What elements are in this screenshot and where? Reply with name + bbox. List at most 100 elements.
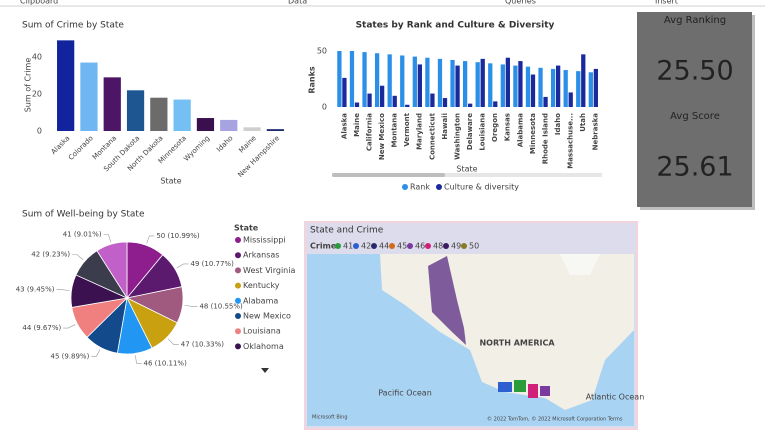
x-tick-label: Maryland — [416, 113, 424, 150]
legend-dot — [235, 297, 241, 304]
bar — [173, 99, 191, 131]
x-tick-label: Connecticut — [428, 112, 436, 160]
ribbon-label[interactable]: Insert — [655, 0, 678, 6]
data-label: 44 (9.67%) — [22, 324, 61, 332]
legend-dot — [461, 243, 467, 249]
x-tick-label: Nebraska — [592, 113, 600, 151]
legend-dot — [371, 243, 377, 249]
x-tick-label: Kansas — [504, 113, 512, 141]
leader-line — [72, 254, 84, 261]
bar — [550, 68, 556, 107]
map-region — [428, 256, 466, 345]
bar — [380, 85, 385, 107]
bar — [475, 62, 480, 107]
ribbon-label[interactable]: Clipboard — [20, 0, 58, 6]
x-tick-label: Montana — [391, 113, 399, 148]
scrollbar-thumb[interactable] — [332, 173, 445, 177]
legend-label: 46 — [415, 242, 425, 251]
bar — [405, 104, 410, 107]
card-panel[interactable] — [637, 12, 752, 207]
leader-line — [135, 355, 142, 364]
map-region — [528, 384, 538, 398]
legend-dot — [436, 184, 442, 190]
bar — [150, 97, 168, 131]
bar — [103, 77, 121, 131]
legend-dot — [335, 243, 341, 249]
data-label: 42 (9.23%) — [31, 251, 70, 259]
legend-title: State — [234, 224, 259, 233]
x-tick-label: Hawaii — [441, 113, 449, 140]
x-tick-label: Delaware — [466, 113, 474, 150]
bar — [455, 65, 460, 107]
bar — [543, 96, 548, 107]
map-region — [514, 380, 526, 392]
data-label: 43 (9.45%) — [16, 286, 55, 294]
x-tick-label: Alabama — [516, 113, 524, 148]
bar — [266, 129, 284, 131]
legend-dot — [402, 184, 408, 190]
bar — [80, 62, 98, 131]
legend-label: 50 — [469, 242, 479, 251]
map-region — [498, 382, 512, 392]
bar — [576, 71, 581, 107]
legend-label: Kentucky — [243, 281, 280, 290]
leader-line — [167, 338, 179, 345]
leader-line — [176, 263, 189, 269]
map-attribution: Microsoft Bing — [312, 415, 348, 421]
data-label: 47 (10.33%) — [181, 341, 225, 349]
legend-dot — [443, 243, 449, 249]
map-land — [560, 254, 600, 275]
leader-line — [184, 305, 198, 307]
map-region — [540, 386, 550, 396]
x-tick-label: New Mexico — [378, 113, 386, 160]
bar — [412, 56, 417, 107]
legend-label: 42 — [361, 242, 371, 251]
x-tick-label: Rhode Island — [541, 113, 549, 164]
legend-dot — [235, 282, 241, 289]
bar — [563, 70, 568, 107]
ribbon-label[interactable]: Queries — [505, 0, 536, 6]
legend-label: 49 — [451, 242, 461, 251]
bar — [387, 54, 392, 107]
ribbon-label[interactable]: Data — [288, 0, 307, 6]
bar — [337, 51, 342, 107]
bar — [342, 77, 347, 107]
bar — [530, 74, 536, 107]
legend-label: West Virginia — [243, 266, 295, 275]
x-tick-label: Alaska — [340, 113, 348, 139]
x-tick-label: Vermont — [403, 112, 411, 146]
legend-label: 41 — [343, 242, 353, 251]
bar — [437, 58, 443, 107]
card-value: 25.50 — [656, 56, 733, 87]
bar — [588, 72, 593, 107]
bar — [525, 66, 531, 107]
map-title: State and Crime — [310, 226, 384, 236]
legend-dot — [389, 243, 395, 249]
legend-dot — [235, 343, 241, 350]
data-label: 49 (10.77%) — [191, 260, 235, 268]
y-tick-label: 20 — [32, 90, 42, 99]
y-tick-label: 0 — [322, 103, 327, 112]
bar — [468, 103, 473, 107]
bar — [354, 102, 360, 107]
map-label: NORTH AMERICA — [479, 339, 555, 348]
bar — [513, 65, 518, 107]
legend-dot — [235, 237, 241, 243]
y-tick-label: 40 — [32, 53, 42, 62]
card-label: Avg Ranking — [664, 15, 726, 26]
bar — [538, 67, 543, 107]
x-tick-label: Massachuse... — [567, 113, 575, 169]
chart-title: Sum of Well-being by State — [22, 210, 145, 220]
bar — [362, 52, 367, 107]
legend-scroll[interactable] — [261, 368, 269, 373]
map-legend-title: Crime — [310, 242, 337, 251]
bar — [425, 57, 430, 107]
bar — [480, 58, 485, 107]
bar — [488, 63, 493, 107]
legend-dot — [425, 243, 431, 249]
bar — [243, 127, 261, 131]
x-tick-label: California — [365, 113, 373, 151]
bar — [430, 93, 435, 107]
legend-dot — [235, 313, 241, 319]
leader-line — [103, 234, 112, 243]
